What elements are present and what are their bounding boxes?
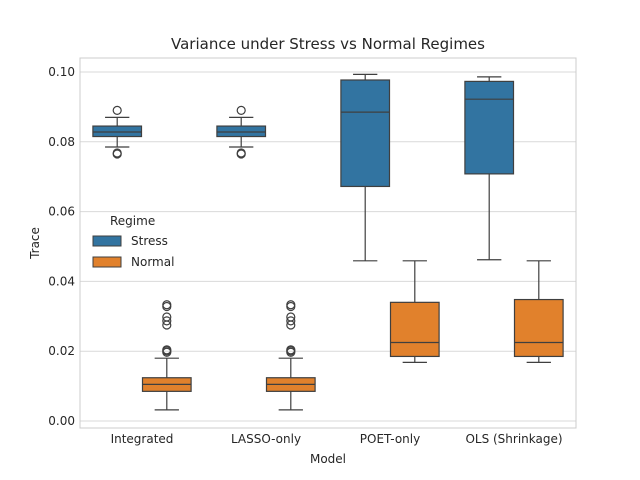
outlier-point xyxy=(162,316,172,326)
box-stress-1 xyxy=(216,105,267,159)
outlier-point xyxy=(286,300,296,310)
y-tick-labels: 0.00 0.02 0.04 0.06 0.08 0.10 xyxy=(48,65,75,428)
outlier-point xyxy=(286,316,296,326)
box-stress-0 xyxy=(92,105,143,159)
y-tick-label: 0.06 xyxy=(48,205,75,219)
legend-title: Regime xyxy=(110,214,155,228)
legend: Regime Stress Normal xyxy=(92,214,174,269)
iqr-box xyxy=(216,125,267,138)
iqr-box xyxy=(513,298,564,358)
y-tick-label: 0.10 xyxy=(48,65,75,79)
box-normal-0 xyxy=(141,300,192,411)
box-stress-2 xyxy=(340,73,391,262)
box-plots xyxy=(92,73,564,411)
y-tick-label: 0.04 xyxy=(48,274,75,288)
y-tick-label: 0.02 xyxy=(48,344,75,358)
plot-frame xyxy=(79,57,577,429)
outlier-point xyxy=(162,300,172,310)
x-tick-label: OLS (Shrinkage) xyxy=(465,432,562,446)
legend-swatch-stress xyxy=(92,235,122,247)
x-tick-label: Integrated xyxy=(111,432,174,446)
x-tick-label: LASSO-only xyxy=(231,432,301,446)
outlier-point xyxy=(112,105,122,115)
y-tick-label: 0.00 xyxy=(48,414,75,428)
outlier-point xyxy=(286,312,296,322)
outlier-point xyxy=(236,105,246,115)
outlier-point xyxy=(162,312,172,322)
y-tick-label: 0.08 xyxy=(48,135,75,149)
chart-title: Variance under Stress vs Normal Regimes xyxy=(171,35,485,53)
legend-label-stress: Stress xyxy=(131,234,168,248)
outlier-point xyxy=(236,148,246,158)
x-tick-labels: Integrated LASSO-only POET-only OLS (Shrink… xyxy=(111,432,563,446)
x-axis-label: Model xyxy=(310,452,346,466)
box-normal-3 xyxy=(513,260,564,363)
outlier-point xyxy=(286,345,296,355)
box-normal-1 xyxy=(265,300,316,411)
outlier-point xyxy=(112,148,122,158)
y-axis-label: Trace xyxy=(28,227,42,260)
box-normal-2 xyxy=(389,260,440,363)
iqr-box xyxy=(464,80,515,175)
outlier-point xyxy=(162,345,172,355)
iqr-box xyxy=(340,79,391,188)
iqr-box xyxy=(92,125,143,138)
iqr-box xyxy=(389,301,440,358)
x-tick-label: POET-only xyxy=(360,432,420,446)
legend-label-normal: Normal xyxy=(131,255,174,269)
box-stress-3 xyxy=(464,76,515,261)
legend-swatch-normal xyxy=(92,256,122,268)
